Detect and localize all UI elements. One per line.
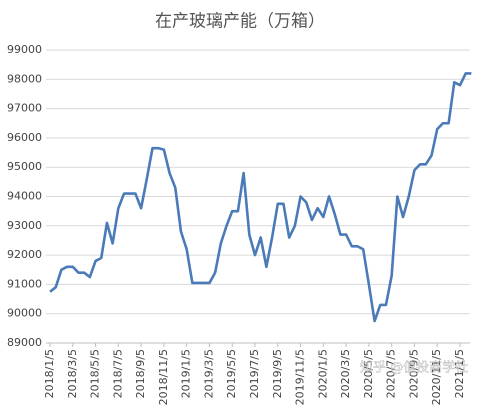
x-tick-label: 2018/1/5 [43,349,56,398]
y-tick-label: 90000 [7,307,42,320]
x-tick-label: 2020/9/5 [407,349,420,398]
x-tick-label: 2019/1/5 [180,349,193,398]
data-line [49,72,472,323]
x-tick-label: 2018/5/5 [89,349,102,398]
x-tick-label: 2019/7/5 [248,349,261,398]
x-tick-label: 2020/11/5 [430,349,443,405]
y-tick-label: 97000 [7,102,42,115]
x-tick-label: 2018/9/5 [134,349,147,398]
x-tick-label: 2020/1/5 [316,349,329,398]
x-tick-label: 2020/7/5 [385,349,398,398]
y-tick-label: 89000 [7,336,42,349]
x-tick-label: 2019/5/5 [225,349,238,398]
x-tick-label: 2019/11/5 [294,349,307,405]
y-tick-label: 99000 [7,43,42,56]
y-tick-label: 98000 [7,72,42,85]
x-tick-label: 2019/9/5 [271,349,284,398]
y-tick-label: 92000 [7,248,42,261]
y-tick-label: 95000 [7,160,42,173]
x-tick-label: 2020/3/5 [339,349,352,398]
watermark: 知乎 @值投商学社 [360,360,468,376]
y-tick-label: 94000 [7,190,42,203]
x-tick-label: 2021/1/5 [453,349,466,398]
x-tick-label: 2018/3/5 [66,349,79,398]
chart-title: 在产玻璃产能（万箱） [155,12,325,32]
y-tick-label: 96000 [7,131,42,144]
x-tick-label: 2020/5/5 [362,349,375,398]
x-tick-label: 2019/3/5 [202,349,215,398]
y-tick-label: 93000 [7,219,42,232]
y-tick-label: 91000 [7,277,42,290]
x-tick-label: 2018/11/5 [157,349,170,405]
x-tick-label: 2018/7/5 [111,349,124,398]
